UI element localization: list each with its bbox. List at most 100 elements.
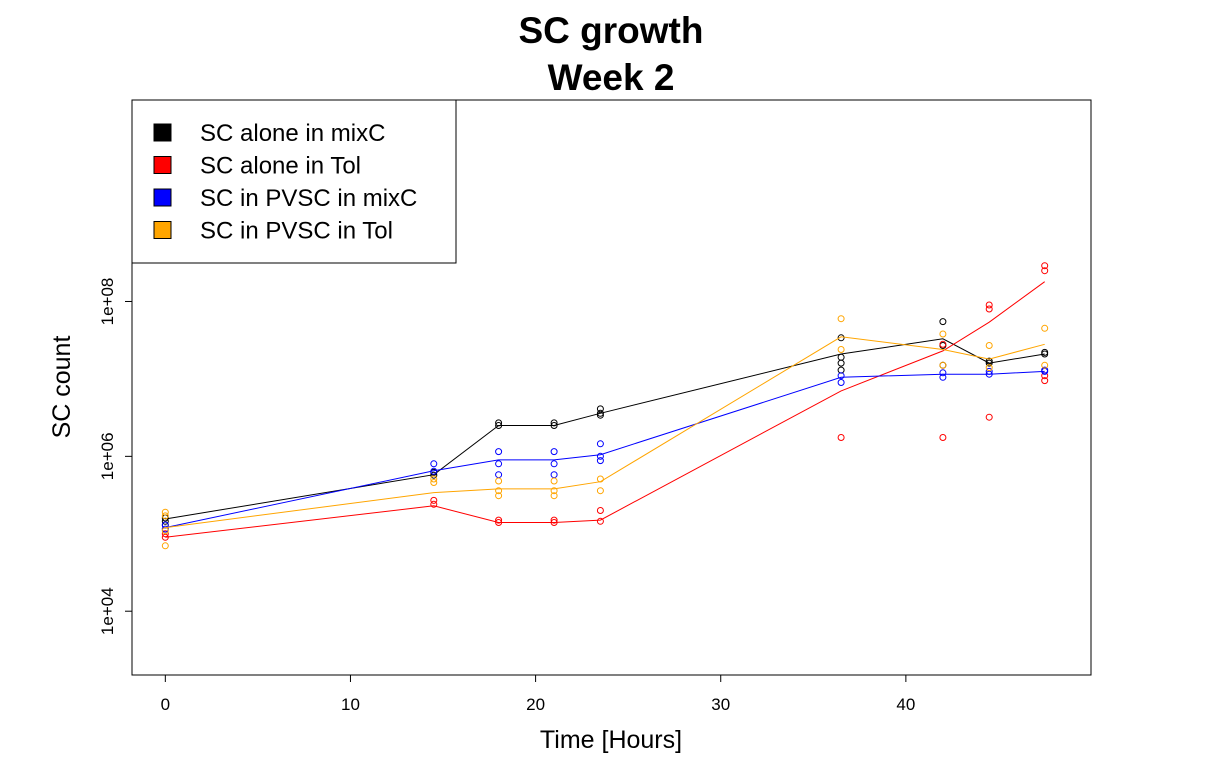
data-point (161, 527, 169, 535)
y-axis-label: SC count (48, 336, 76, 439)
series-2 (161, 262, 1049, 541)
legend-label: SC alone in mixC (200, 120, 385, 147)
data-point (837, 353, 845, 361)
data-point (596, 487, 604, 495)
data-point (495, 460, 503, 468)
data-point (939, 361, 947, 369)
data-point (985, 364, 993, 372)
data-point (495, 422, 503, 429)
data-point (939, 373, 947, 381)
legend-box (131, 99, 457, 264)
data-point (1041, 361, 1049, 369)
data-point (550, 419, 558, 427)
data-point (985, 305, 993, 313)
series-line (165, 338, 1045, 520)
data-point (550, 448, 558, 456)
data-point (161, 517, 169, 525)
y-tick-label: 1e+04 (98, 587, 117, 635)
series-1 (161, 318, 1049, 529)
data-point (161, 542, 169, 550)
series-line (165, 336, 1045, 529)
legend-swatch (153, 221, 172, 239)
x-tick-label: 20 (526, 695, 545, 714)
data-point (837, 434, 845, 441)
legend-label: SC in PVSC in Tol (200, 218, 393, 245)
data-point (596, 507, 604, 514)
data-point (550, 487, 558, 495)
data-point (495, 419, 503, 427)
data-point (430, 471, 438, 479)
data-point (550, 471, 558, 479)
data-point (596, 440, 604, 448)
legend-swatch (153, 123, 172, 142)
data-point (596, 457, 604, 465)
data-point (1041, 377, 1049, 385)
series-line (165, 370, 1045, 529)
data-point (939, 369, 947, 377)
data-point (495, 477, 503, 485)
data-point (985, 413, 993, 421)
data-point (837, 379, 845, 386)
data-point (1041, 267, 1049, 275)
series-3 (161, 366, 1049, 533)
data-point (596, 409, 604, 417)
data-point (1041, 324, 1049, 332)
series-line (165, 281, 1045, 538)
series-4 (161, 315, 1049, 550)
data-point (550, 477, 558, 485)
data-point (495, 516, 503, 524)
data-point (495, 487, 503, 495)
data-point (985, 367, 993, 375)
data-point (430, 500, 438, 508)
data-point (939, 330, 947, 338)
data-point (985, 359, 993, 367)
x-tick-label: 30 (711, 695, 730, 714)
x-tick-label: 40 (896, 695, 915, 714)
y-tick-label: 1e+06 (98, 432, 117, 480)
x-tick-label: 10 (341, 695, 360, 714)
data-point (837, 334, 845, 342)
data-point (550, 492, 558, 500)
legend: SC alone in mixC SC alone in Tol SC in PVS… (131, 99, 457, 264)
legend-swatch (153, 188, 172, 207)
chart-title-line-1: SC growth (519, 10, 704, 51)
data-point (495, 519, 503, 526)
data-point (430, 496, 438, 504)
data-point (596, 411, 604, 419)
data-point (1041, 350, 1049, 358)
x-tick-label: 0 (161, 695, 170, 714)
data-point (495, 448, 503, 456)
x-axis: 0 10 20 30 40 (161, 674, 915, 714)
data-point (550, 460, 558, 468)
data-point (837, 346, 845, 353)
data-point (550, 422, 558, 429)
legend-label: SC in PVSC in mixC (200, 185, 417, 212)
data-point (939, 340, 947, 348)
data-point (837, 315, 845, 323)
data-point (161, 512, 169, 520)
data-point (1041, 262, 1049, 270)
data-point (596, 475, 604, 483)
data-point (596, 452, 604, 460)
data-point (985, 301, 993, 309)
legend-label: SC alone in Tol (200, 153, 361, 180)
data-point (161, 530, 169, 538)
legend-swatch (153, 156, 172, 174)
data-point (495, 492, 503, 500)
data-point (495, 471, 503, 479)
data-point (985, 370, 993, 378)
data-point (161, 508, 169, 516)
data-point (430, 479, 438, 486)
y-axis: 1e+04 1e+06 1e+08 (98, 278, 133, 635)
x-axis-label: Time [Hours] (540, 726, 682, 754)
data-point (550, 519, 558, 526)
data-point (985, 342, 993, 349)
series-layer (161, 262, 1049, 550)
data-point (837, 372, 845, 380)
data-point (596, 517, 604, 525)
data-point (939, 434, 947, 441)
data-point (161, 533, 169, 541)
data-point (430, 460, 438, 468)
data-point (430, 467, 438, 475)
data-point (939, 318, 947, 326)
